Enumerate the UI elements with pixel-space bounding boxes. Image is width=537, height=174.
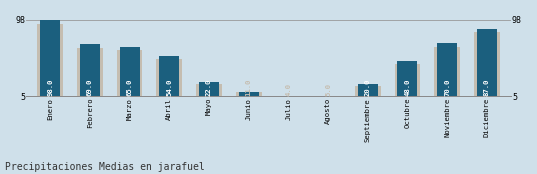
- Bar: [355, 86, 381, 96]
- Bar: [358, 84, 378, 96]
- Bar: [120, 47, 140, 96]
- Bar: [236, 92, 262, 96]
- Bar: [196, 84, 222, 96]
- Text: Precipitaciones Medias en jarafuel: Precipitaciones Medias en jarafuel: [5, 162, 205, 172]
- Bar: [80, 44, 100, 96]
- Bar: [477, 29, 497, 96]
- Bar: [397, 61, 417, 96]
- Bar: [315, 96, 341, 97]
- Bar: [278, 96, 298, 97]
- Bar: [117, 49, 142, 96]
- Text: 65.0: 65.0: [127, 78, 133, 96]
- Text: 22.0: 22.0: [206, 78, 212, 96]
- Bar: [434, 47, 460, 96]
- Bar: [199, 82, 219, 96]
- Bar: [395, 64, 420, 96]
- Text: 69.0: 69.0: [87, 78, 93, 96]
- Bar: [239, 92, 259, 96]
- Bar: [37, 24, 63, 96]
- Text: 54.0: 54.0: [166, 78, 172, 96]
- Text: 87.0: 87.0: [484, 78, 490, 96]
- Text: 11.0: 11.0: [245, 78, 252, 96]
- Bar: [77, 48, 103, 96]
- Text: 98.0: 98.0: [47, 78, 53, 96]
- Text: 20.0: 20.0: [365, 78, 371, 96]
- Text: 4.0: 4.0: [285, 83, 292, 96]
- Bar: [275, 96, 301, 97]
- Text: 70.0: 70.0: [444, 78, 450, 96]
- Text: 48.0: 48.0: [404, 78, 410, 96]
- Text: 5.0: 5.0: [325, 83, 331, 96]
- Bar: [437, 43, 457, 96]
- Bar: [159, 56, 179, 96]
- Bar: [156, 59, 182, 96]
- Bar: [474, 32, 500, 96]
- Bar: [40, 20, 60, 96]
